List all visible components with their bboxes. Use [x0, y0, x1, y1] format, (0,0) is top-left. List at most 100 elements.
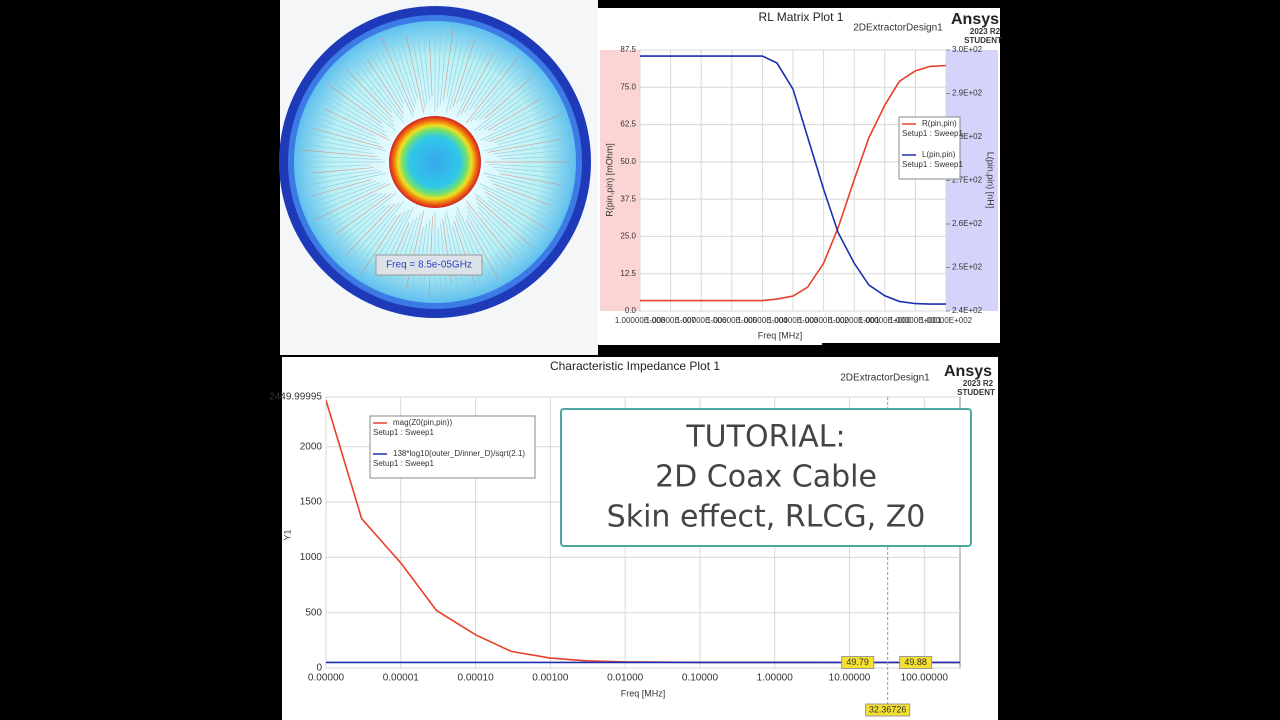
- field-arrow: [392, 217, 418, 291]
- field-arrow: [449, 31, 472, 111]
- x-tick-label: 1.00000E-003: [768, 316, 819, 325]
- field-arrow: [337, 68, 394, 123]
- logo-version: 2023 R2: [963, 379, 994, 388]
- field-arrow: [493, 121, 558, 144]
- field-arrow: [360, 213, 402, 275]
- x-tick-label: 1.00000: [757, 673, 794, 684]
- field-arrow: [366, 59, 404, 114]
- field-arrow: [465, 200, 512, 259]
- field-arrow: [324, 95, 386, 133]
- x-tick-label: 1.00000E-002: [798, 316, 849, 325]
- field-arrow: [479, 105, 552, 141]
- series-line: [640, 55, 946, 305]
- field-arrow: [500, 155, 564, 160]
- y2-tick-label: 2.4E+02: [952, 306, 983, 315]
- field-arrow: [315, 172, 387, 190]
- y-tick-label: 0.0: [625, 306, 637, 315]
- field-arrow: [475, 197, 533, 248]
- field-arrow: [423, 33, 430, 101]
- black-strip: [822, 343, 1000, 355]
- field-arrow: [470, 64, 521, 122]
- field-arrow: [479, 68, 533, 120]
- field-arrow: [488, 200, 535, 235]
- x-tick-label: 1.00000E-005: [707, 316, 758, 325]
- field-arrow: [496, 169, 569, 181]
- field-arrow: [335, 193, 392, 235]
- inner-conductor: [389, 116, 481, 208]
- field-arrow: [405, 36, 425, 114]
- right-axis-band: [946, 50, 998, 311]
- field-arrow: [455, 216, 483, 289]
- y-tick-label: 25.0: [620, 232, 636, 241]
- legend-label: mag(Z0(pin,pin)): [393, 418, 452, 427]
- field-arrow: [324, 193, 382, 229]
- field-arrow: [456, 206, 492, 279]
- legend-subtext: Setup1 : Sweep1: [902, 160, 963, 169]
- field-arrow: [396, 44, 417, 104]
- x-tick-label: 0.01000: [607, 673, 644, 684]
- field-arrow: [316, 110, 375, 137]
- field-arrow: [381, 51, 414, 118]
- field-arrow: [332, 93, 384, 129]
- field-arrow: [498, 128, 554, 145]
- field-arrow: [444, 215, 459, 289]
- y-tick-label: 500: [305, 607, 322, 618]
- x-axis-label: Freq [MHz]: [758, 330, 803, 340]
- field-arrow: [345, 202, 400, 264]
- field-arrow: [324, 108, 391, 141]
- field-arrow: [492, 166, 558, 174]
- field-arrow: [389, 41, 415, 108]
- field-arrow: [446, 35, 459, 98]
- field-arrow: [322, 193, 387, 237]
- field-arrow: [488, 98, 541, 131]
- x-tick-label: 1.00000E+001: [889, 316, 942, 325]
- field-arrow: [495, 187, 560, 216]
- field-arrow: [476, 201, 525, 248]
- field-arrow: [358, 200, 405, 259]
- field-arrow: [312, 156, 382, 160]
- field-arrow: [310, 127, 384, 148]
- field-arrow: [437, 33, 442, 109]
- field-arrow: [353, 69, 392, 113]
- field-arrow: [456, 45, 492, 118]
- field-arrow: [350, 56, 405, 124]
- field-arrow: [313, 183, 391, 221]
- field-arrow: [490, 179, 558, 203]
- field-arrow: [398, 31, 418, 99]
- field-arrow: [316, 182, 386, 214]
- field-arrow: [342, 80, 395, 127]
- legend-box: [898, 116, 961, 180]
- y-tick-label: 0: [316, 663, 322, 674]
- field-arrow: [313, 139, 371, 151]
- marker-x-box: [865, 703, 911, 717]
- y-tick-label: 2449.99995: [269, 392, 322, 403]
- field-arrow: [300, 149, 378, 158]
- legend-subtext: Setup1 : Sweep1: [902, 129, 963, 138]
- field-arrow: [333, 205, 386, 252]
- y2-axis-label: L(pin,pin) [nH]: [986, 152, 996, 209]
- y2-tick-label: 2.6E+02: [952, 219, 983, 228]
- legend-label: 138*log10(outer_D/inner_D)/sqrt(2.1): [393, 449, 525, 458]
- field-arrow: [381, 37, 415, 113]
- field-arrow: [474, 72, 521, 121]
- field-arrow: [365, 45, 404, 109]
- field-arrow: [345, 204, 391, 248]
- field-arrow: [466, 205, 515, 272]
- field-arrow: [483, 172, 555, 190]
- field-arrow: [315, 97, 388, 137]
- field-arrow: [499, 173, 562, 186]
- field-arrow: [460, 37, 489, 102]
- x-tick-label: 10.00000: [829, 673, 871, 684]
- y-tick-label: 1000: [300, 552, 323, 563]
- series-line: [640, 64, 946, 302]
- y-tick-label: 1500: [300, 497, 323, 508]
- field-arrow: [478, 82, 545, 131]
- y2-tick-label: 2.8E+02: [952, 132, 983, 141]
- field-arrow: [489, 114, 562, 142]
- field-arrow: [325, 82, 382, 124]
- field-arrow: [445, 42, 463, 114]
- marker-x-label: 32.36726: [869, 704, 907, 714]
- field-arrow: [465, 219, 500, 282]
- field-arrow: [468, 54, 507, 111]
- x-tick-label: 1.00000E-004: [737, 316, 788, 325]
